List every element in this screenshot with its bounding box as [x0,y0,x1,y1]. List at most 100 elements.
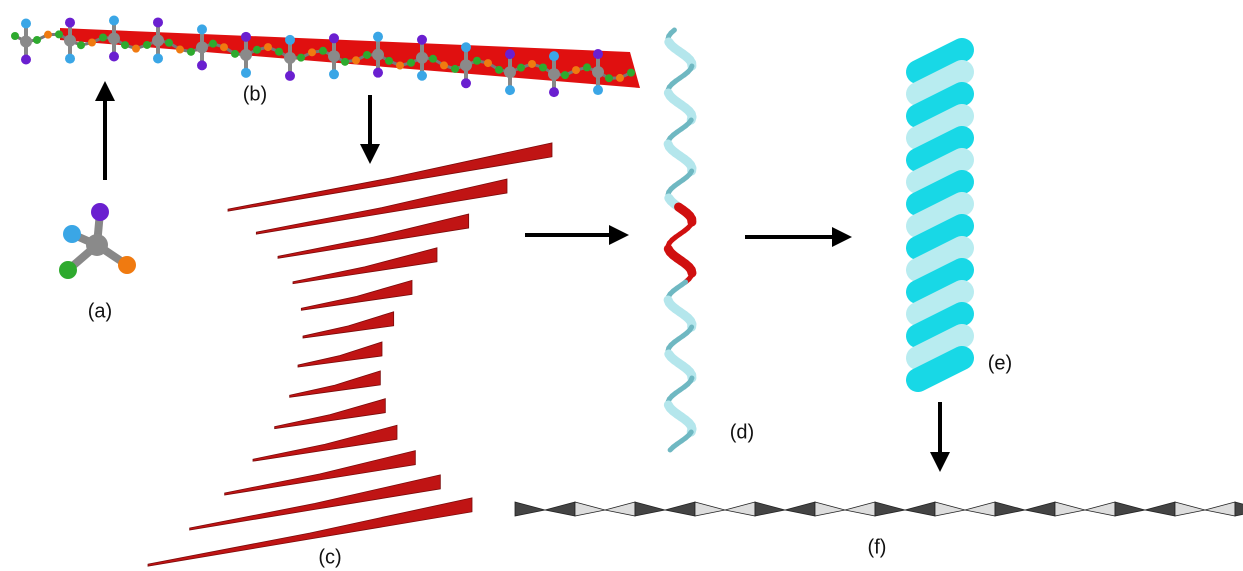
atom [64,35,76,47]
atom [396,61,404,69]
atom [231,50,239,58]
atom [417,35,427,45]
ribbon-sheet [301,280,412,310]
panel-label: (a) [88,300,112,322]
atom [220,43,228,51]
atom [55,30,63,38]
atom [592,66,604,78]
atom [372,49,384,61]
atom [99,33,107,41]
atom [153,53,163,63]
panel-label: (b) [243,83,267,105]
atom [284,52,296,64]
atom [297,54,305,62]
atom [253,46,261,54]
atom [495,66,503,74]
atom [429,55,437,63]
atom [549,87,559,97]
atom [33,36,41,44]
figure: (a) (b) (c) (d) (e) (f) [0,0,1243,571]
atom [417,71,427,81]
ribbon-sheet [256,179,507,234]
atom [11,32,19,40]
panel-label: (c) [318,546,341,568]
fibril-twist [995,502,1055,516]
ribbon-sheet [298,342,382,367]
atom [132,45,140,53]
atom [583,63,591,71]
atom [209,40,217,48]
atom [319,47,327,55]
coiled-coil [918,50,962,380]
ribbon-sheet [293,248,437,284]
atom [484,59,492,67]
atom [65,18,75,28]
fibril-twist [695,502,755,516]
helix-segment [670,447,673,450]
atom [109,51,119,61]
fibril [515,502,1243,516]
atom [196,41,208,53]
atom [308,48,316,56]
fibril-twist [515,502,575,516]
ribbon-sheet [290,371,381,397]
molecule [59,203,136,279]
atom [627,69,635,77]
panel-label: (e) [988,352,1012,374]
atom [385,57,393,65]
panel-label: (d) [730,421,754,443]
atom [352,56,360,64]
atom [241,68,251,78]
atom [440,61,448,69]
ribbon-sheet [228,143,552,211]
atom [197,24,207,34]
atom [165,39,173,47]
atom [20,36,32,48]
atom [109,15,119,25]
ribbon-sheet [303,312,394,338]
atom [65,54,75,64]
atom [329,69,339,79]
fibril-twist [1115,502,1175,516]
atom [407,59,415,67]
atom [187,48,195,56]
atom [451,65,459,73]
atom [504,66,516,78]
atom [363,51,371,59]
atom [152,34,164,46]
atom [593,85,603,95]
atom [572,66,580,74]
atom [548,68,560,80]
atom [285,35,295,45]
fibril-twist [815,502,875,516]
fibril-twist [755,502,815,516]
atom [373,32,383,42]
atom [275,48,283,56]
atom [77,41,85,49]
atom [44,31,52,39]
atom [329,33,339,43]
atom [460,59,472,71]
atom [505,85,515,95]
fibril-twist [635,502,695,516]
atom [373,68,383,78]
atom [505,49,515,59]
atom [197,60,207,70]
atom [153,17,163,27]
panel-label: (f) [868,536,887,558]
fibril-twist [1175,502,1235,516]
atom [341,58,349,66]
atom [240,49,252,61]
atom [241,32,251,42]
atom [416,52,428,64]
ribbon-sheet [275,399,386,429]
atom [539,64,547,72]
ribbon-sheet [253,425,397,461]
helix [668,30,692,450]
atom [616,74,624,82]
atom [108,32,120,44]
atom [461,78,471,88]
atom [461,42,471,52]
fibril-twist [1235,502,1243,516]
ribbon-sheet [278,214,469,258]
